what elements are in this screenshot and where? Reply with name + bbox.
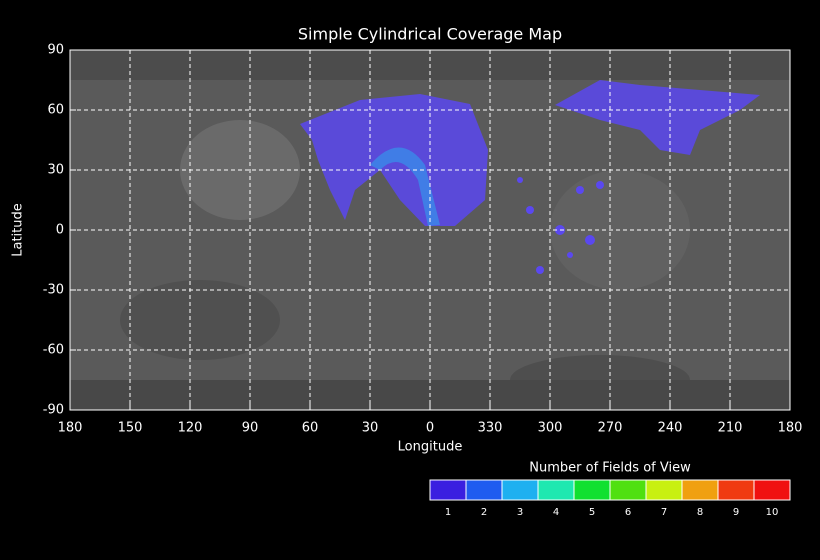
colorbar-swatch	[429, 479, 467, 501]
colorbar-swatch	[501, 479, 539, 501]
colorbar-label: 8	[697, 507, 703, 518]
colorbar-swatch	[609, 479, 647, 501]
colorbar-swatch	[537, 479, 575, 501]
y-tick-label: 30	[47, 163, 64, 178]
colorbar-label: 5	[589, 507, 595, 518]
x-tick-label: 120	[178, 421, 203, 436]
x-tick-label: 270	[598, 421, 623, 436]
chart-title: Simple Cylindrical Coverage Map	[298, 25, 562, 44]
colorbar-swatch	[753, 479, 791, 501]
x-tick-label: 300	[538, 421, 563, 436]
y-tick-label: -30	[43, 283, 64, 298]
x-tick-label: 180	[778, 421, 803, 436]
colorbar-swatch	[573, 479, 611, 501]
x-tick-label: 150	[118, 421, 143, 436]
colorbar-swatch	[645, 479, 683, 501]
colorbar-label: 4	[553, 507, 559, 518]
colorbar-title: Number of Fields of View	[529, 461, 691, 476]
x-tick-label: 330	[478, 421, 503, 436]
colorbar-label: 9	[733, 507, 739, 518]
colorbar-label: 1	[445, 507, 451, 518]
colorbar-label: 3	[517, 507, 523, 518]
colorbar-label: 7	[661, 507, 667, 518]
x-tick-label: 210	[718, 421, 743, 436]
x-tick-label: 180	[58, 421, 83, 436]
colorbar-label: 2	[481, 507, 487, 518]
x-tick-label: 0	[426, 421, 434, 436]
colorbar-swatch	[717, 479, 755, 501]
colorbar-label: 6	[625, 507, 631, 518]
x-tick-label: 30	[362, 421, 379, 436]
y-tick-label: 60	[47, 103, 64, 118]
y-tick-label: 0	[56, 223, 64, 238]
colorbar-swatch	[681, 479, 719, 501]
y-tick-label: -90	[43, 403, 64, 418]
x-tick-label: 240	[658, 421, 683, 436]
x-tick-label: 60	[302, 421, 319, 436]
x-axis-label: Longitude	[398, 440, 463, 455]
y-tick-label: -60	[43, 343, 64, 358]
colorbar-swatch	[465, 479, 503, 501]
y-axis-label: Latitude	[11, 203, 26, 257]
colorbar-label: 10	[766, 507, 779, 518]
y-tick-label: 90	[47, 43, 64, 58]
x-tick-label: 90	[242, 421, 259, 436]
